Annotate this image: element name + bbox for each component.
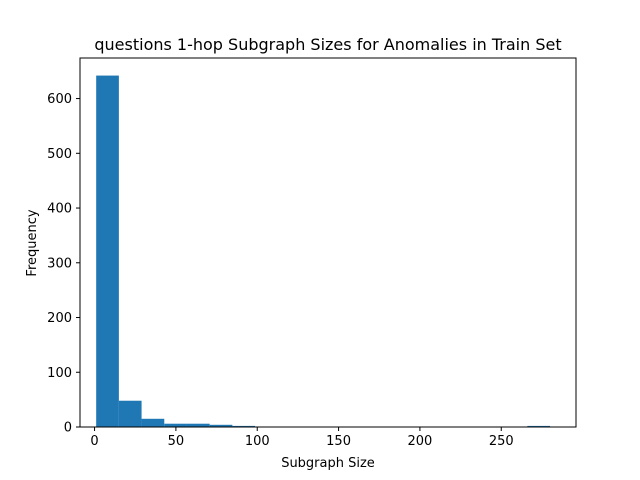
- x-tick-label: 200: [407, 434, 432, 449]
- histogram-bar: [186, 423, 210, 427]
- y-tick-label: 300: [47, 256, 72, 271]
- chart-title: questions 1-hop Subgraph Sizes for Anoma…: [94, 35, 561, 54]
- histogram-bar: [96, 75, 119, 428]
- x-axis-title: Subgraph Size: [281, 456, 375, 471]
- y-tick-label: 100: [47, 366, 72, 381]
- x-tick-label: 0: [90, 434, 98, 449]
- y-tick-label: 400: [47, 202, 72, 217]
- histogram-bar: [164, 423, 187, 427]
- histogram-bar: [527, 425, 551, 427]
- y-axis-title: Frequency: [25, 209, 40, 276]
- x-tick-label: 150: [326, 434, 351, 449]
- histogram-bar: [118, 400, 142, 427]
- axes-frame: [79, 57, 577, 428]
- x-tick-label: 250: [489, 434, 514, 449]
- y-tick-label: 0: [64, 421, 72, 436]
- x-tick-label: 100: [245, 434, 270, 449]
- plot-area: 0 50 100 150 200 250 0 100 200 300 400 500 600: [47, 57, 577, 449]
- y-tick-label: 600: [47, 92, 72, 107]
- histogram-bar: [209, 424, 233, 427]
- y-tick-label: 500: [47, 147, 72, 162]
- histogram-bar: [141, 418, 165, 427]
- x-tick-label: 50: [168, 434, 185, 449]
- y-tick-label: 200: [47, 311, 72, 326]
- histogram-bar: [232, 425, 256, 427]
